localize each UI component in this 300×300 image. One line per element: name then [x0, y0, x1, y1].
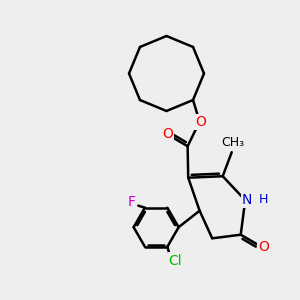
- Text: N: N: [242, 193, 252, 207]
- Text: F: F: [128, 195, 136, 209]
- Text: Cl: Cl: [169, 254, 182, 268]
- Text: O: O: [162, 127, 173, 141]
- Text: O: O: [195, 115, 206, 129]
- Text: H: H: [259, 193, 268, 206]
- Text: O: O: [258, 240, 269, 254]
- Text: CH₃: CH₃: [221, 136, 244, 149]
